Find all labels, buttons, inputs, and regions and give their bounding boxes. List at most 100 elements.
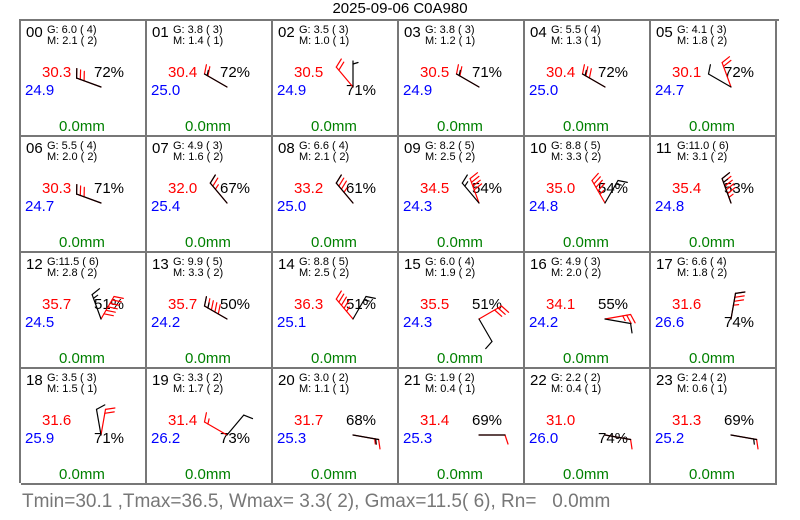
- hourly-grid: 00 G: 6.0 ( 4) M: 2.1 ( 2) 30.3 24.9 72%…: [19, 19, 779, 485]
- humidity-value: 69%: [724, 412, 755, 429]
- humidity-value: 67%: [220, 180, 251, 197]
- hour-label: 00: [26, 24, 43, 41]
- hour-label: 06: [26, 140, 43, 157]
- humidity-value: 54%: [472, 180, 503, 197]
- dewpoint-value: 25.9: [25, 430, 55, 447]
- gust-barb-feather: [733, 299, 745, 302]
- wind-barb-plot: [604, 313, 636, 334]
- hour-cell-05: 05 G: 4.1 ( 3) M: 1.8 ( 2) 30.1 24.7 72%…: [651, 21, 777, 137]
- wind-barb-staff: [203, 73, 228, 88]
- gust-barb-feather: [212, 177, 219, 187]
- gust-readout: G: 8.8 ( 5): [299, 256, 349, 268]
- temperature-value: 35.7: [42, 296, 72, 313]
- gust-barb-feather: [581, 64, 586, 75]
- gust-barb-feather: [111, 299, 122, 303]
- gust-barb-feather: [469, 172, 479, 180]
- hour-label: 23: [656, 372, 673, 389]
- gust-barb-half-feather: [343, 187, 348, 193]
- wind-barb-plot: [335, 174, 354, 204]
- gust-barb-feather: [210, 300, 214, 311]
- mean-wind-readout: M: 2.1 ( 2): [299, 151, 350, 163]
- mean-wind-readout: M: 1.3 ( 1): [551, 35, 602, 47]
- hour-cell-14: 14 G: 8.8 ( 5) M: 2.5 ( 2) 36.3 25.1 51%…: [273, 253, 399, 369]
- humidity-value: 61%: [346, 180, 377, 197]
- gust-barb-feather: [591, 172, 599, 182]
- gust-barb-half-feather: [214, 184, 219, 190]
- wind-barb-plot: [478, 434, 509, 445]
- rain-value: 0.0mm: [563, 466, 609, 483]
- gust-barb-half-feather: [345, 306, 351, 312]
- gust-barb-feather: [725, 183, 735, 191]
- wind-barb-feather: [335, 174, 342, 184]
- gust-barb-half-feather: [622, 315, 626, 322]
- gust-barb-feather: [473, 183, 483, 191]
- rain-value: 0.0mm: [59, 466, 105, 483]
- gust-barb-feather: [724, 179, 733, 187]
- wind-barb-plot: [203, 64, 228, 88]
- wind-barb-feather: [734, 291, 746, 295]
- gust-readout: G: 2.4 ( 2): [677, 372, 727, 384]
- wind-barb-plot: [95, 404, 116, 436]
- wind-barb-half-feather: [458, 69, 461, 77]
- mean-wind-readout: M: 2.0 ( 2): [551, 267, 602, 279]
- temperature-value: 31.4: [420, 412, 450, 429]
- gust-barb-feather: [497, 307, 506, 315]
- rain-value: 0.0mm: [563, 350, 609, 367]
- gust-readout: G: 4.1 ( 3): [677, 24, 727, 36]
- wind-barb-half-feather: [584, 69, 587, 77]
- hour-label: 16: [530, 256, 547, 273]
- temperature-value: 35.7: [168, 296, 198, 313]
- humidity-value: 72%: [94, 64, 125, 81]
- gust-readout: G: 5.5 ( 4): [47, 140, 97, 152]
- hour-cell-23: 23 G: 2.4 ( 2) M: 0.6 ( 1) 31.3 25.2 69%…: [651, 369, 777, 485]
- dewpoint-value: 26.2: [151, 430, 181, 447]
- wind-barb-staff: [335, 182, 354, 204]
- dewpoint-value: 24.3: [403, 314, 433, 331]
- gust-barb-half-feather: [732, 303, 740, 306]
- humidity-value: 50%: [220, 296, 251, 313]
- hour-label: 10: [530, 140, 547, 157]
- mean-wind-readout: M: 3.3 ( 2): [551, 151, 602, 163]
- wind-barb-plot: [478, 305, 510, 350]
- wind-barb-plot: [203, 296, 228, 320]
- temperature-value: 34.1: [546, 296, 576, 313]
- wind-barb-feather: [91, 288, 101, 296]
- hour-cell-12: 12 G:11.5 ( 6) M: 2.8 ( 2) 35.7 24.5 51%…: [21, 253, 147, 369]
- wind-barb-plot: [75, 67, 102, 88]
- gust-barb-feather: [377, 438, 381, 450]
- gust-readout: G: 3.5 ( 3): [47, 372, 97, 384]
- rain-value: 0.0mm: [689, 118, 735, 135]
- wind-barb-plot: [581, 64, 606, 88]
- humidity-value: 72%: [724, 64, 755, 81]
- wind-barb-staff: [75, 193, 102, 204]
- wind-barb-staff: [604, 434, 632, 441]
- wind-barb-plot: [721, 172, 736, 204]
- temperature-value: 35.5: [420, 296, 450, 313]
- gust-barb-feather: [207, 66, 211, 77]
- hour-label: 21: [404, 372, 421, 389]
- humidity-value: 55%: [598, 296, 629, 313]
- rain-value: 0.0mm: [311, 466, 357, 483]
- humidity-value: 72%: [220, 64, 251, 81]
- wind-barb-half-feather: [722, 178, 729, 183]
- temperature-value: 30.4: [546, 64, 576, 81]
- temperature-value: 31.4: [168, 412, 198, 429]
- hour-label: 11: [656, 140, 672, 157]
- wind-barb-feather: [617, 179, 628, 184]
- mean-wind-readout: M: 1.1 ( 1): [299, 383, 350, 395]
- temperature-value: 30.3: [42, 180, 72, 197]
- mean-wind-readout: M: 1.6 ( 2): [173, 151, 224, 163]
- hour-cell-01: 01 G: 3.8 ( 3) M: 1.4 ( 1) 30.4 25.0 72%…: [147, 21, 273, 137]
- temperature-value: 34.5: [420, 180, 450, 197]
- dewpoint-value: 24.5: [25, 314, 55, 331]
- wind-barb-staff: [730, 434, 758, 441]
- hour-cell-15: 15 G: 6.0 ( 4) M: 1.9 ( 2) 35.5 24.3 51%…: [399, 253, 525, 369]
- rain-value: 0.0mm: [311, 234, 357, 251]
- hour-label: 04: [530, 24, 547, 41]
- hour-label: 01: [152, 24, 169, 41]
- wind-barb-half-feather: [363, 299, 370, 302]
- hour-cell-08: 08 G: 6.6 ( 4) M: 2.1 ( 2) 33.2 25.0 61%…: [273, 137, 399, 253]
- chart-title: 2025-09-06 C0A980: [332, 0, 468, 17]
- mean-wind-readout: M: 2.8 ( 2): [47, 267, 98, 279]
- wind-barb-staff: [75, 77, 102, 88]
